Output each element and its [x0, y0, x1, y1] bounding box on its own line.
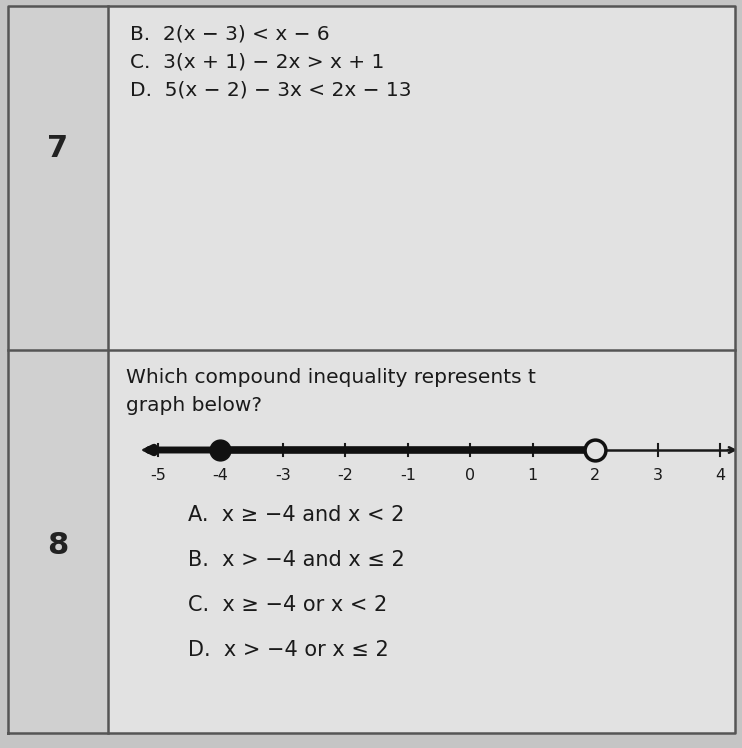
Text: -2: -2 [338, 468, 353, 483]
Text: -1: -1 [400, 468, 416, 483]
Text: A.  x ≥ −4 and x < 2: A. x ≥ −4 and x < 2 [188, 505, 404, 525]
Text: 3: 3 [652, 468, 663, 483]
Text: Which compound inequality represents t: Which compound inequality represents t [126, 368, 536, 387]
Text: B.  x > −4 and x ≤ 2: B. x > −4 and x ≤ 2 [188, 550, 404, 570]
Text: 4: 4 [715, 468, 725, 483]
Text: graph below?: graph below? [126, 396, 262, 415]
Text: D.  5(x − 2) − 3x < 2x − 13: D. 5(x − 2) − 3x < 2x − 13 [130, 80, 412, 99]
Text: 8: 8 [47, 530, 68, 560]
Bar [8, 6, 108, 350]
Text: 7: 7 [47, 133, 68, 162]
Bar [108, 350, 735, 733]
Text: B.  2(x − 3) < x − 6: B. 2(x − 3) < x − 6 [130, 24, 329, 43]
Text: 0: 0 [465, 468, 476, 483]
Text: -3: -3 [275, 468, 291, 483]
Bar [8, 350, 108, 733]
Text: 1: 1 [528, 468, 538, 483]
Text: C.  3(x + 1) − 2x > x + 1: C. 3(x + 1) − 2x > x + 1 [130, 52, 384, 71]
Text: D.  x > −4 or x ≤ 2: D. x > −4 or x ≤ 2 [188, 640, 389, 660]
Bar [108, 6, 735, 350]
Text: -4: -4 [212, 468, 229, 483]
Text: -5: -5 [150, 468, 166, 483]
Text: 2: 2 [590, 468, 600, 483]
Text: C.  x ≥ −4 or x < 2: C. x ≥ −4 or x < 2 [188, 595, 387, 615]
